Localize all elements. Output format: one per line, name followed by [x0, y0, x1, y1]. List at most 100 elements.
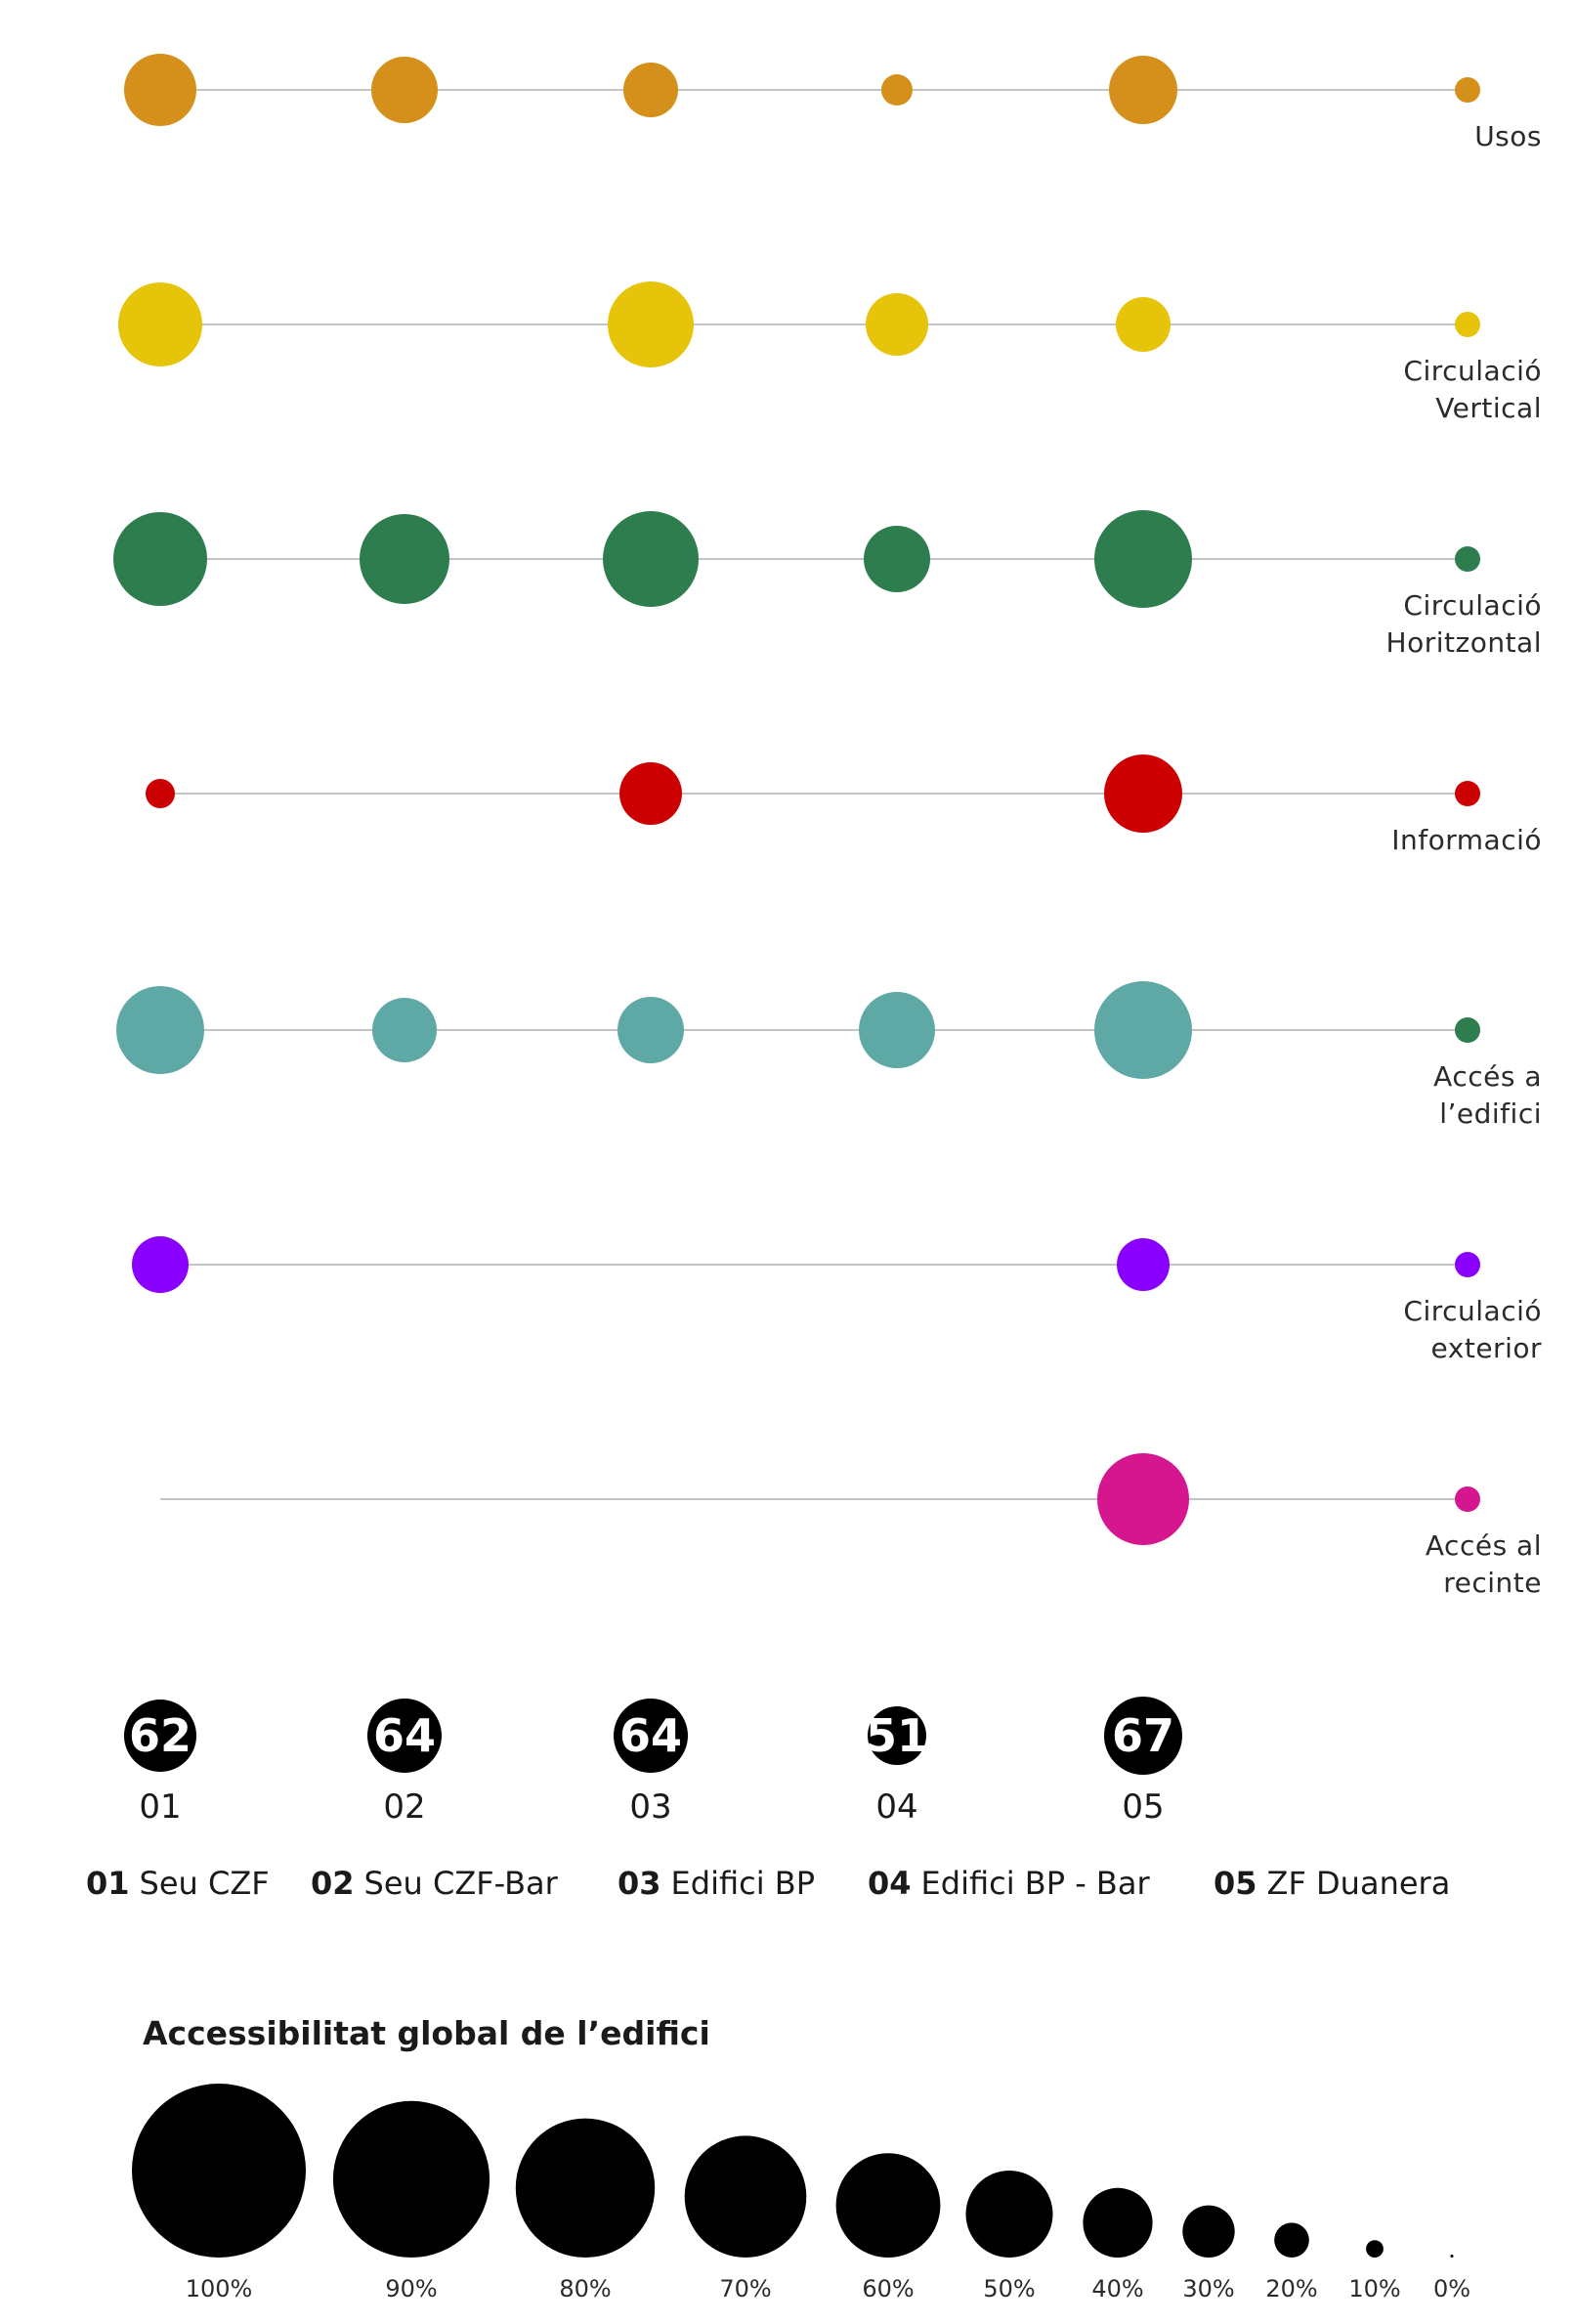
building-name: Seu CZF [140, 1865, 270, 1902]
building-legend-item: 01 Seu CZF [86, 1865, 270, 1902]
value-bubble [372, 998, 437, 1062]
scale-label: 30% [1182, 2275, 1234, 2302]
row-legend-dot [1455, 77, 1480, 103]
scale-item: 40% [1083, 2187, 1153, 2302]
row-label: Informació [1391, 824, 1542, 856]
building-number: 05 [1122, 1787, 1164, 1827]
row-label: Circulació [1403, 355, 1542, 387]
value-bubble [116, 986, 204, 1074]
building-name: ZF Duanera [1267, 1865, 1451, 1902]
scale-label: 40% [1091, 2275, 1143, 2302]
scale-bubble [835, 2153, 941, 2259]
scale-label: 80% [559, 2275, 611, 2302]
building-legend-item: 04 Edifici BP - Bar [868, 1865, 1150, 1902]
scale-bubble [1274, 2222, 1309, 2258]
value-bubble [124, 54, 196, 126]
scale-bubble [1182, 2205, 1235, 2258]
category-row: Accés al recinte [160, 1453, 1542, 1599]
scale-label: 0% [1433, 2275, 1470, 2302]
row-label: Vertical [1435, 392, 1542, 424]
scale-item: 100% [132, 2084, 306, 2302]
building-number: 03 [629, 1787, 671, 1827]
global-accessibility-scale: Accessibilitat global de l’edifici 100% 90… [132, 2014, 1470, 2302]
category-rows: Usos Circulació Vertical Circulació Horitzon… [113, 54, 1542, 1599]
value-bubble [619, 762, 682, 825]
total-bubble [868, 1706, 926, 1765]
value-bubble [1097, 1453, 1189, 1545]
scale-bubble [965, 2171, 1053, 2258]
building-legend-item: 02 Seu CZF-Bar [311, 1865, 559, 1902]
scale-bubble [332, 2100, 490, 2258]
building-name: Edifici BP [671, 1865, 815, 1902]
row-label: recinte [1443, 1567, 1542, 1599]
building-name: Seu CZF-Bar [364, 1865, 559, 1902]
scale-bubble [515, 2118, 656, 2258]
total-score: 51 [866, 1709, 928, 1762]
value-bubble [1094, 981, 1192, 1079]
scale-item: 90% [332, 2100, 490, 2302]
value-bubble [859, 992, 935, 1068]
row-legend-dot [1455, 1252, 1480, 1277]
building-total: 67 05 [1104, 1697, 1182, 1827]
building-legend-item: 05 ZF Duanera [1214, 1865, 1450, 1902]
row-label: l’edifici [1439, 1097, 1542, 1130]
value-bubble [1109, 56, 1177, 124]
scale-label: 100% [186, 2275, 253, 2302]
building-total: 51 04 [866, 1706, 928, 1827]
scale-label: 70% [719, 2275, 771, 2302]
building-code: 01 [86, 1865, 130, 1902]
scale-item: 10% [1348, 2240, 1401, 2302]
scale-title: Accessibilitat global de l’edifici [143, 2014, 710, 2052]
scale-item: 0% [1433, 2255, 1470, 2302]
building-legend: 01 Seu CZF 02 Seu CZF-Bar 03 Edifici BP 04 Edif… [86, 1865, 1450, 1902]
value-bubble [113, 512, 207, 606]
row-label: Accés al [1426, 1529, 1542, 1562]
value-bubble [881, 74, 913, 106]
total-bubble [124, 1700, 196, 1772]
scale-item: 20% [1265, 2222, 1318, 2302]
value-bubble [360, 514, 449, 604]
total-score: 64 [373, 1709, 436, 1762]
total-score: 64 [619, 1709, 682, 1762]
total-bubble [1104, 1697, 1182, 1775]
value-bubble [864, 526, 930, 592]
row-legend-dot [1455, 1017, 1480, 1043]
scale-label: 90% [385, 2275, 437, 2302]
value-bubble [618, 997, 684, 1063]
building-total: 62 01 [124, 1700, 196, 1827]
building-total: 64 03 [614, 1699, 688, 1827]
scale-item: 80% [515, 2118, 656, 2302]
scale-label: 10% [1348, 2275, 1400, 2302]
value-bubble [132, 1236, 189, 1293]
row-label: exterior [1431, 1332, 1542, 1364]
building-code: 02 [311, 1865, 355, 1902]
total-bubble [614, 1699, 688, 1773]
scale-item: 50% [965, 2171, 1053, 2302]
scale-bubble [1083, 2187, 1153, 2258]
building-number: 04 [875, 1787, 917, 1827]
value-bubble [603, 511, 699, 607]
building-code: 04 [868, 1865, 912, 1902]
scale-bubble [684, 2135, 807, 2258]
scale-label: 60% [862, 2275, 914, 2302]
scale-label: 50% [983, 2275, 1035, 2302]
value-bubble [146, 779, 175, 808]
category-row: Circulació exterior [132, 1236, 1542, 1364]
row-legend-dot [1455, 781, 1480, 806]
building-totals: 62 01 64 02 64 03 51 04 67 05 [124, 1697, 1182, 1827]
row-legend-dot [1455, 546, 1480, 572]
building-name: Edifici BP - Bar [921, 1865, 1151, 1902]
value-bubble [1094, 510, 1192, 608]
row-label: Usos [1474, 120, 1542, 152]
scale-item: 30% [1182, 2205, 1235, 2302]
value-bubble [608, 281, 694, 367]
value-bubble [371, 57, 438, 123]
scale-item: 60% [835, 2153, 941, 2302]
building-code: 03 [618, 1865, 661, 1902]
scale-item: 70% [684, 2135, 807, 2302]
row-legend-dot [1455, 312, 1480, 337]
category-row: Accés a l’edifici [116, 981, 1542, 1130]
value-bubble [1116, 297, 1171, 352]
scale-bubble [1366, 2240, 1384, 2259]
category-row: Usos [124, 54, 1542, 152]
